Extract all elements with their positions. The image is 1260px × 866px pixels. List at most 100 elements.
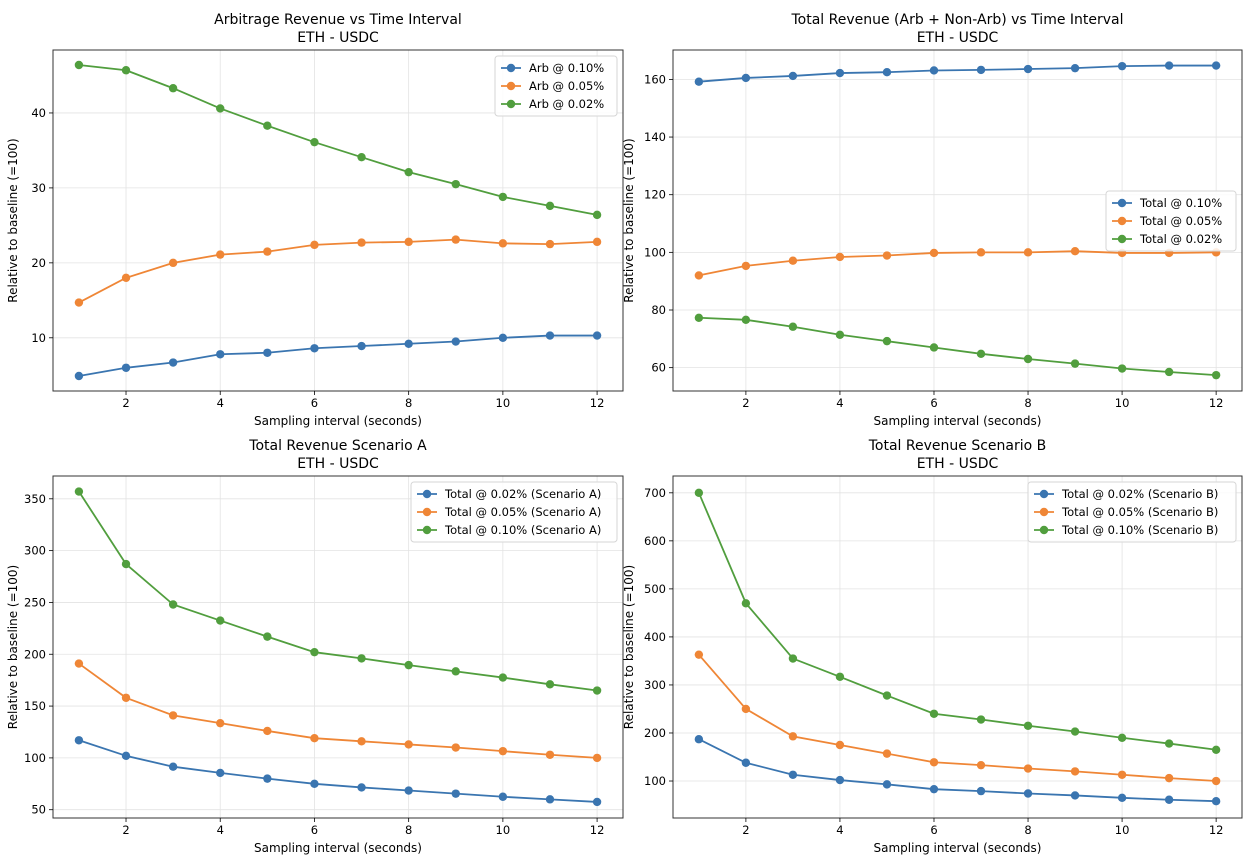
chart-subtitle: ETH - USDC (297, 456, 379, 472)
x-tick-label: 12 (590, 396, 605, 410)
data-point (1070, 727, 1080, 736)
data-point (357, 152, 366, 162)
series-line (698, 492, 1217, 751)
series-line (698, 64, 1217, 83)
data-point (694, 488, 704, 498)
x-axis-label: Sampling interval (seconds) (874, 841, 1042, 855)
series-line (698, 316, 1217, 377)
y-tick-label: 50 (31, 803, 46, 817)
data-point (1117, 793, 1127, 803)
data-point (882, 67, 892, 77)
data-point (263, 774, 272, 783)
y-tick-label: 300 (644, 678, 666, 692)
data-point (74, 487, 84, 496)
data-point (1211, 796, 1221, 806)
x-tick-label: 4 (836, 823, 843, 837)
y-tick-label: 100 (24, 751, 46, 765)
legend-box (410, 481, 618, 543)
series-line (78, 64, 598, 216)
data-point (1211, 776, 1221, 786)
series-total-0-10- (694, 61, 1221, 86)
y-tick-label: 350 (24, 492, 46, 506)
axes-frame (52, 49, 624, 392)
data-point (1164, 773, 1174, 783)
chart-title: Total Revenue (Arb + Non-Arb) vs Time In… (790, 12, 1123, 28)
legend-item: Total @ 0.05% (1112, 214, 1222, 228)
chart-panel-1: Arbitrage Revenue vs Time Interval ETH - … (6, 12, 624, 428)
legend-label: Total @ 0.05% (1139, 214, 1222, 228)
data-point (310, 137, 319, 147)
legend-label: Total @ 0.02% (Scenario A) (444, 487, 601, 501)
chart-panel-3: Total Revenue Scenario A ETH - USDC 2 4 6 8 10… (6, 438, 624, 855)
legend-label: Total @ 0.02% (1139, 232, 1222, 246)
data-point (788, 770, 798, 779)
data-point (694, 271, 704, 280)
series-arb-0-02- (74, 60, 602, 220)
y-axis-label: Relative to baseline (=100) (622, 138, 636, 302)
x-tick-label: 10 (1115, 396, 1130, 410)
data-point (882, 336, 892, 346)
series-line (698, 654, 1217, 782)
data-point (741, 261, 751, 271)
data-point (882, 251, 892, 260)
series-line (698, 250, 1217, 277)
data-point (121, 273, 131, 283)
y-tick-label: 400 (644, 630, 666, 644)
series-total-0-02- (694, 313, 1221, 380)
legend-marker (1117, 234, 1127, 244)
legend-marker (506, 63, 516, 73)
data-point (451, 235, 460, 244)
legend-marker (1039, 507, 1049, 517)
data-point (404, 339, 413, 348)
series-total-0-05-scenario-a- (74, 659, 602, 763)
data-point (592, 797, 602, 807)
data-point (168, 358, 178, 367)
y-tick-label: 500 (644, 582, 666, 596)
data-point (216, 250, 225, 259)
y-tick-label: 100 (644, 245, 666, 259)
data-point (121, 751, 131, 761)
x-tick-label: 6 (311, 396, 318, 410)
data-point (976, 786, 986, 796)
data-point (451, 789, 460, 798)
series-line (78, 662, 598, 759)
legend-marker (1117, 198, 1127, 208)
data-point (74, 298, 84, 307)
data-point (545, 201, 555, 211)
legend-item: Arb @ 0.02% (501, 97, 604, 111)
data-point (882, 780, 892, 789)
data-point (216, 616, 225, 625)
data-point (976, 715, 986, 724)
data-point (216, 350, 225, 359)
chart-title: Total Revenue Scenario A (248, 438, 427, 454)
data-point (498, 333, 508, 342)
series-total-0-02-scenario-b- (694, 735, 1221, 806)
data-point (1211, 745, 1221, 754)
data-point (74, 659, 84, 668)
x-tick-label: 10 (1115, 823, 1130, 837)
data-point (1164, 367, 1174, 377)
data-point (788, 732, 798, 741)
data-point (1211, 370, 1221, 380)
data-point (498, 192, 508, 202)
x-tick-label: 8 (1024, 396, 1031, 410)
y-tick-label: 80 (651, 303, 666, 317)
data-point (741, 315, 751, 325)
x-tick-label: 6 (930, 396, 937, 410)
data-point (1070, 63, 1080, 73)
data-point (741, 73, 751, 83)
data-point (1023, 354, 1033, 364)
data-point (592, 686, 602, 695)
y-tick-label: 200 (24, 647, 46, 661)
data-point (835, 740, 845, 750)
data-point (835, 252, 845, 262)
series-line (78, 238, 598, 304)
data-point (1023, 248, 1033, 257)
legend-box (1105, 190, 1237, 252)
x-tick-label: 4 (836, 396, 843, 410)
x-tick-label: 4 (217, 396, 224, 410)
y-tick-label: 250 (24, 595, 46, 609)
data-point (168, 258, 178, 268)
x-tick-label: 8 (405, 823, 412, 837)
series-total-0-05-scenario-b- (694, 650, 1221, 786)
